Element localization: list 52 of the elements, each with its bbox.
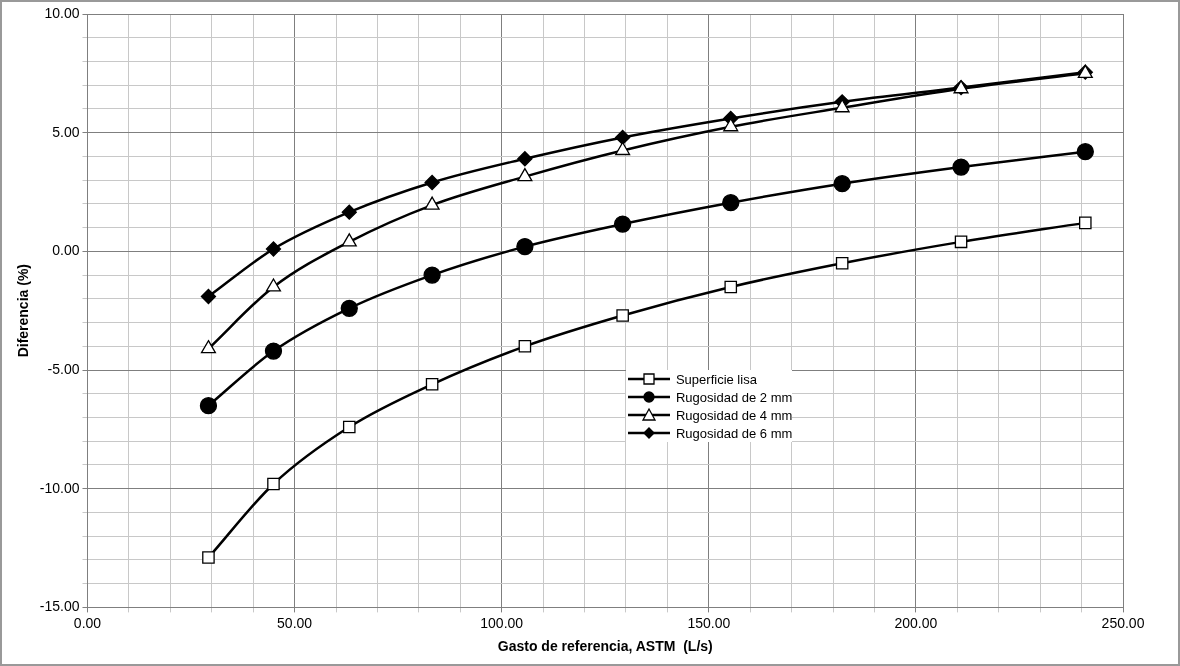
x-axis-title: Gasto de referencia, ASTM (L/s) [497, 638, 713, 655]
y-tick-label: -10.00 [39, 479, 80, 496]
legend-label: Rugosidad de 2 mm [675, 389, 793, 405]
point [517, 167, 533, 182]
legend-label: Rugosidad de 4 mm [675, 407, 793, 423]
point [834, 99, 850, 113]
y-axis-title: Diferencia (%) [15, 264, 32, 358]
x-tick-label: 250.00 [1101, 614, 1145, 631]
point [517, 151, 533, 167]
y-tick-label: 5.00 [52, 123, 80, 140]
legend-label: Rugosidad de 6 mm [675, 425, 793, 441]
point [516, 237, 534, 256]
point [202, 551, 215, 564]
x-tick-label: 100.00 [480, 614, 524, 631]
y-tick-label: 10.00 [44, 4, 80, 21]
point [723, 118, 739, 132]
point [424, 174, 440, 191]
point [423, 266, 441, 284]
point [265, 278, 282, 292]
point [265, 241, 282, 257]
point [341, 204, 357, 220]
point [342, 420, 356, 434]
point [424, 196, 440, 210]
y-tick-label: -15.00 [39, 598, 80, 615]
y-tick-label: 0.00 [52, 242, 80, 259]
x-tick-label: 200.00 [894, 614, 938, 631]
point [200, 340, 217, 354]
point [616, 309, 629, 322]
x-tick-label: 150.00 [687, 614, 731, 631]
point [615, 141, 631, 156]
point [518, 340, 532, 353]
point [1079, 216, 1092, 230]
point [954, 235, 968, 249]
point [425, 377, 439, 391]
point [199, 396, 218, 415]
point [341, 233, 357, 247]
x-tick-label: 0.00 [73, 614, 102, 631]
point [267, 477, 280, 491]
point [1076, 143, 1094, 161]
point [835, 256, 849, 270]
point [614, 215, 632, 233]
legend-label: Superficie lisa [675, 371, 757, 387]
point [264, 342, 283, 360]
point [722, 194, 740, 212]
point [615, 129, 631, 146]
y-tick-label: -5.00 [47, 360, 80, 377]
point [200, 288, 217, 305]
point [340, 299, 358, 317]
point [952, 158, 970, 176]
point [833, 175, 851, 193]
x-tick-label: 50.00 [277, 614, 313, 631]
point [724, 280, 738, 294]
